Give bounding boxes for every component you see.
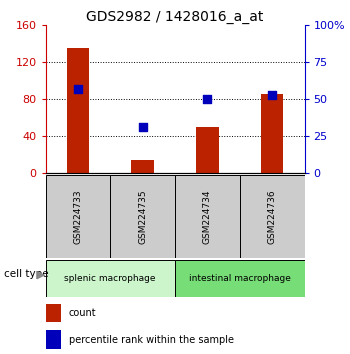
Text: GSM224734: GSM224734 [203,190,212,244]
Bar [66,48,89,173]
Bar [131,160,154,173]
Bar [175,260,304,297]
Bar [110,175,175,258]
Bar [46,175,110,258]
Bar [46,330,61,349]
Text: GSM224735: GSM224735 [138,189,147,244]
Text: GSM224736: GSM224736 [268,189,276,244]
Text: cell type: cell type [4,269,48,279]
Point [270,92,275,97]
Point [75,86,80,92]
Text: count: count [69,308,97,318]
Point [204,96,210,102]
Text: intestinal macrophage: intestinal macrophage [189,274,291,283]
Bar [46,260,175,297]
Text: percentile rank within the sample: percentile rank within the sample [69,335,234,345]
Text: GSM224733: GSM224733 [74,189,82,244]
Bar [261,95,284,173]
Text: ▶: ▶ [37,269,45,279]
Text: splenic macrophage: splenic macrophage [64,274,156,283]
Bar [196,127,219,173]
Bar [175,175,240,258]
Title: GDS2982 / 1428016_a_at: GDS2982 / 1428016_a_at [86,10,264,24]
Bar [46,304,61,322]
Bar [240,175,304,258]
Point [140,125,146,130]
